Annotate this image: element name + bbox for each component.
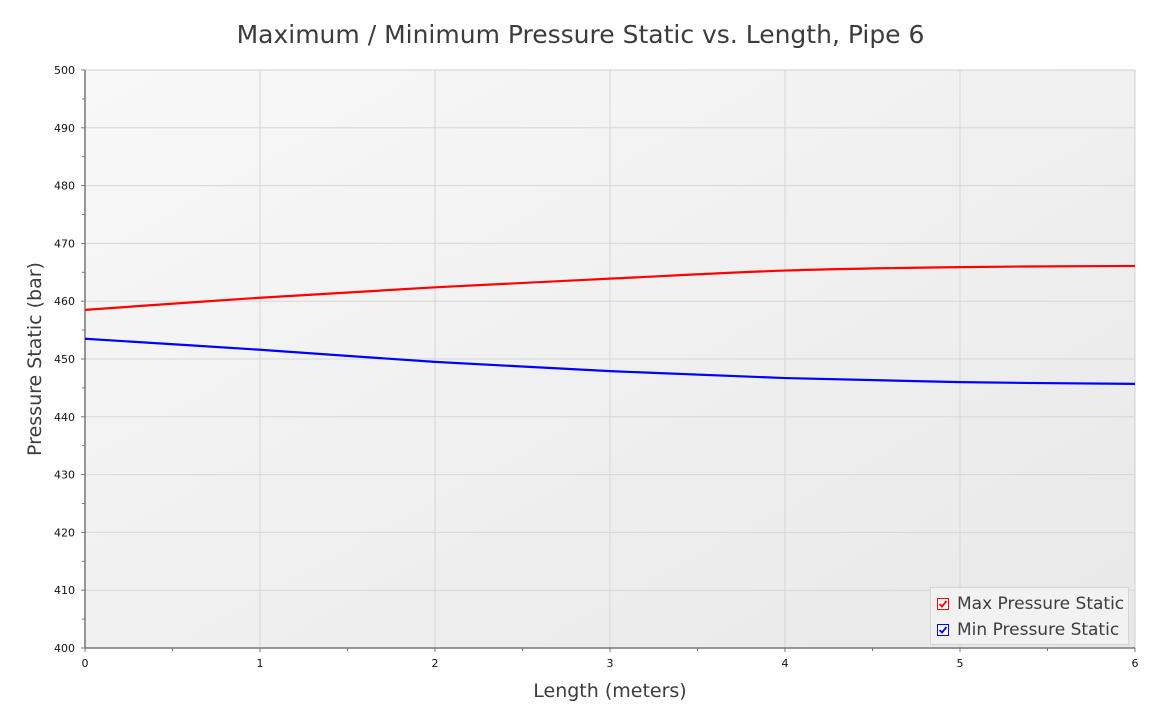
x-tick-label: 4 <box>782 657 789 670</box>
data-series <box>84 264 1136 385</box>
x-tick-label: 2 <box>432 657 439 670</box>
x-tick-label: 6 <box>1132 657 1139 670</box>
y-tick-label: 490 <box>54 122 75 135</box>
y-tick-label: 440 <box>54 411 75 424</box>
y-tick-label: 450 <box>54 353 75 366</box>
y-tick-label: 410 <box>54 584 75 597</box>
legend-item-min-pressure[interactable]: Min Pressure Static <box>937 617 1122 643</box>
axes: 400 410 420 430 440 450 460 470 480 490 500 0 1 2 3 4 5 6 <box>54 64 1139 670</box>
checkbox-checked-icon[interactable] <box>937 598 949 610</box>
legend-label: Min Pressure Static <box>957 620 1120 640</box>
x-tick-label: 5 <box>957 657 964 670</box>
y-tick-label: 420 <box>54 526 75 539</box>
y-axis-title: Pressure Static (bar) <box>24 262 46 456</box>
series-line <box>84 264 1136 311</box>
x-tick-label: 1 <box>257 657 264 670</box>
x-tick-label: 0 <box>82 657 89 670</box>
x-tick-label: 3 <box>607 657 614 670</box>
y-tick-label: 470 <box>54 237 75 250</box>
x-axis-title: Length (meters) <box>533 680 686 702</box>
checkbox-checked-icon[interactable] <box>937 624 949 636</box>
y-tick-label: 500 <box>54 64 75 77</box>
chart-title: Maximum / Minimum Pressure Static vs. Le… <box>236 20 925 49</box>
y-tick-label: 430 <box>54 469 75 482</box>
legend: Max Pressure Static Min Pressure Static <box>930 587 1129 645</box>
legend-item-max-pressure[interactable]: Max Pressure Static <box>937 591 1125 617</box>
y-tick-label: 400 <box>54 642 75 655</box>
series-line <box>84 337 1136 385</box>
y-tick-label: 460 <box>54 295 75 308</box>
legend-label: Max Pressure Static <box>957 594 1125 614</box>
gridlines <box>85 70 1135 648</box>
y-tick-label: 480 <box>54 180 75 193</box>
